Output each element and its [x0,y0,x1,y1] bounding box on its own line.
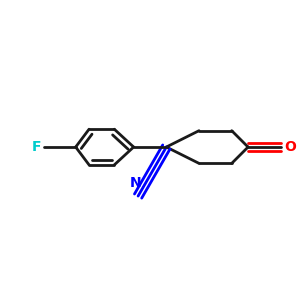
Text: N: N [129,176,141,190]
Text: F: F [32,140,41,154]
Text: O: O [284,140,296,154]
